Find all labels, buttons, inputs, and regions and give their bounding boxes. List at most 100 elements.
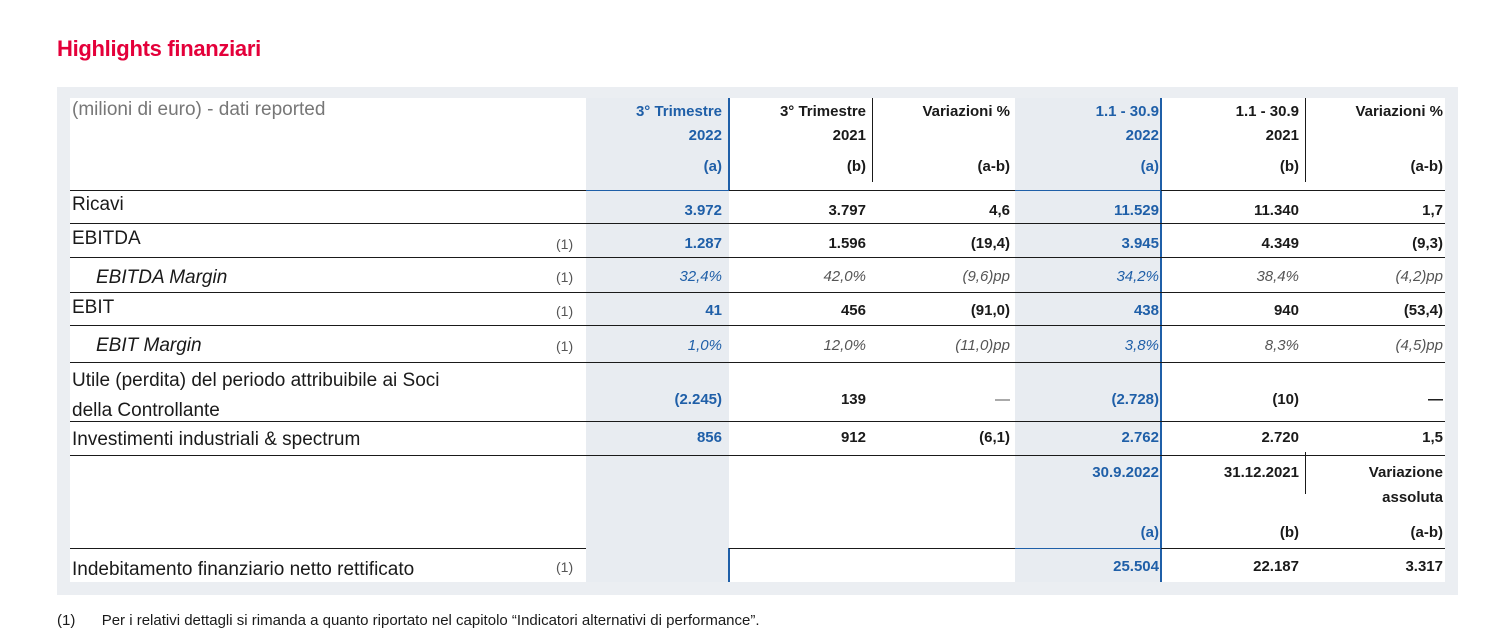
- cell: (19,4): [970, 235, 1010, 252]
- divider: [1160, 98, 1162, 582]
- cell: 1.596: [828, 235, 866, 252]
- divider: [1305, 452, 1306, 494]
- row-label-utile: Utile (perdita) del periodo attribuibile…: [72, 370, 440, 391]
- cell: (2.728): [1111, 391, 1159, 408]
- row-label-ebit: EBIT: [72, 297, 115, 318]
- row-divider: [70, 421, 1445, 422]
- note-ref: (1): [556, 269, 574, 285]
- debt-col-header-var: Variazione: [1368, 464, 1443, 481]
- cell: (9,6)pp: [962, 268, 1010, 285]
- cell: (9,3): [1412, 235, 1443, 252]
- col-header-year: 2021: [1265, 127, 1299, 144]
- row-divider: [70, 455, 1445, 456]
- cell: 4,6: [989, 202, 1010, 219]
- row-label-ebit-margin: EBIT Margin: [96, 335, 202, 356]
- cell: 3.797: [828, 202, 866, 219]
- note-ref: (1): [556, 338, 574, 354]
- row-divider: [70, 362, 1445, 363]
- row-divider: [586, 190, 729, 191]
- cell: 42,0%: [823, 268, 866, 285]
- col-header-sub: (a-b): [1410, 158, 1444, 175]
- cell: (10): [1272, 391, 1299, 408]
- cell: 1,5: [1422, 429, 1443, 446]
- footnote-text: Per i relativi dettagli si rimanda a qua…: [101, 612, 760, 629]
- col-header-sub: (a-b): [1410, 524, 1444, 541]
- cell: 41: [705, 302, 722, 319]
- shade-col-ytd-2022: [1015, 98, 1161, 582]
- debt-col-header-a: 30.9.2022: [1092, 464, 1159, 481]
- row-divider: [70, 190, 586, 191]
- col-header-var-ytd: Variazioni %: [1355, 103, 1443, 120]
- row-divider: [70, 325, 1445, 326]
- cell: 1.287: [684, 235, 722, 252]
- row-divider: [729, 548, 1015, 549]
- row-divider: [70, 223, 1445, 224]
- row-divider: [1161, 190, 1445, 191]
- note-ref: (1): [556, 559, 574, 575]
- cell: (4,2)pp: [1395, 268, 1443, 285]
- cell: 3.972: [684, 202, 722, 219]
- cell: (11,0)pp: [955, 337, 1010, 354]
- cell: (2.245): [674, 391, 722, 408]
- cell: 1,7: [1422, 202, 1443, 219]
- row-label-utile-cont: della Controllante: [72, 400, 220, 421]
- row-divider: [1015, 548, 1161, 549]
- col-header-sub: (a): [1140, 524, 1159, 541]
- divider: [1305, 98, 1306, 182]
- col-header-year: 2021: [832, 127, 866, 144]
- divider: [728, 548, 730, 582]
- row-divider: [729, 190, 1015, 191]
- row-label-ebitda: EBITDA: [72, 228, 141, 249]
- page-title: Highlights finanziari: [57, 36, 261, 61]
- col-header-year: 2022: [1125, 127, 1159, 144]
- footnote-marker: (1): [57, 612, 76, 629]
- col-header-q3-2021: 3° Trimestre: [779, 103, 866, 120]
- col-header-ytd-2021: 1.1 - 30.9: [1235, 103, 1299, 120]
- row-label-investimenti: Investimenti industriali & spectrum: [72, 429, 361, 450]
- divider: [728, 98, 730, 190]
- col-header-sub: (b): [1279, 524, 1299, 541]
- cell: 2.762: [1121, 429, 1159, 446]
- cell: 1,0%: [687, 337, 722, 354]
- cell: 4.349: [1261, 235, 1299, 252]
- col-header-ytd-2022: 1.1 - 30.9: [1095, 103, 1159, 120]
- cell: 438: [1133, 302, 1159, 319]
- cell: (91,0): [970, 302, 1010, 319]
- row-divider: [70, 292, 1445, 293]
- col-header-var-q3: Variazioni %: [922, 103, 1010, 120]
- note-ref: (1): [556, 303, 574, 319]
- cell: 8,3%: [1264, 337, 1299, 354]
- row-divider: [70, 257, 1445, 258]
- cell: (6,1): [979, 429, 1010, 446]
- cell: 11.529: [1113, 202, 1159, 219]
- units-label: (milioni di euro) - dati reported: [72, 99, 326, 120]
- col-header-sub: (a): [703, 158, 722, 175]
- footnote: (1) Per i relativi dettagli si rimanda a…: [57, 612, 760, 629]
- debt-col-header-b: 31.12.2021: [1223, 464, 1299, 481]
- shade-col-q3-2022: [586, 98, 729, 582]
- row-label-ricavi: Ricavi: [72, 194, 124, 215]
- cell: 11.340: [1253, 202, 1299, 219]
- cell: 38,4%: [1256, 268, 1299, 285]
- row-divider: [1015, 190, 1161, 191]
- col-header-q3-2022: 3° Trimestre: [635, 103, 722, 120]
- col-header-sub: (b): [846, 158, 866, 175]
- cell: —: [995, 391, 1010, 408]
- col-header-sub: (b): [1279, 158, 1299, 175]
- cell: 12,0%: [823, 337, 866, 354]
- col-header-sub: (a): [1140, 158, 1159, 175]
- row-label-ebitda-margin: EBITDA Margin: [96, 267, 228, 288]
- cell: 32,4%: [679, 268, 722, 285]
- debt-col-header-var-2: assoluta: [1382, 489, 1443, 506]
- note-ref: (1): [556, 236, 574, 252]
- row-label-indebitamento: Indebitamento finanziario netto rettific…: [72, 559, 415, 580]
- cell: (4,5)pp: [1395, 337, 1443, 354]
- cell: 940: [1273, 302, 1299, 319]
- row-divider: [70, 548, 586, 549]
- cell: —: [1428, 391, 1443, 408]
- cell: 22.187: [1253, 558, 1299, 575]
- financial-table: [70, 98, 1445, 582]
- cell: 3.945: [1121, 235, 1159, 252]
- cell: 456: [840, 302, 866, 319]
- cell: (53,4): [1403, 302, 1443, 319]
